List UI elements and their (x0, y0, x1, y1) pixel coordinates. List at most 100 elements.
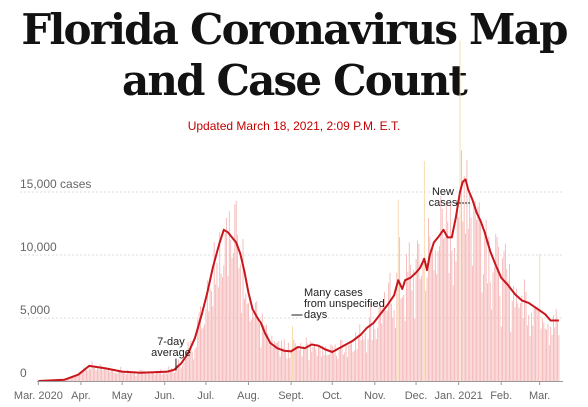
daily-bar (140, 370, 142, 381)
x-tick-label: Aug. (237, 390, 260, 402)
daily-bar (260, 347, 262, 381)
daily-bar (382, 305, 384, 381)
y-tick-label: 0 (20, 366, 27, 380)
daily-bar (542, 318, 543, 381)
daily-bar (480, 221, 482, 381)
daily-bar (208, 311, 210, 381)
daily-bar (102, 370, 104, 381)
daily-bar (120, 366, 122, 381)
daily-bar (503, 250, 505, 381)
daily-bar (437, 251, 439, 381)
daily-bar (200, 306, 201, 381)
daily-bar (506, 269, 508, 381)
daily-bar (371, 340, 373, 381)
daily-bar (517, 303, 519, 381)
daily-bar (202, 327, 204, 381)
daily-bar (296, 347, 298, 381)
daily-bar (283, 339, 285, 381)
daily-bar (256, 301, 258, 381)
daily-bar (417, 240, 418, 381)
daily-bar (331, 345, 333, 381)
daily-bar (412, 269, 414, 381)
daily-bar (103, 367, 105, 381)
daily-bar (183, 362, 185, 381)
daily-bar (157, 370, 159, 381)
page-title: Florida Coronavirus Map and Case Count (21, 5, 568, 105)
daily-bar (532, 325, 534, 381)
daily-bar (92, 367, 94, 381)
daily-bar (246, 303, 248, 381)
daily-bar (384, 292, 385, 381)
daily-bar (330, 344, 332, 381)
daily-bar (216, 262, 218, 381)
daily-bar (363, 339, 365, 381)
daily-bar (539, 253, 541, 381)
daily-bar (65, 379, 67, 381)
daily-bar (213, 241, 215, 381)
daily-bar (344, 352, 346, 381)
daily-bar (279, 356, 281, 381)
daily-bar (145, 373, 146, 381)
daily-bar (362, 335, 363, 381)
daily-bar (259, 323, 260, 381)
daily-bar (101, 366, 103, 381)
x-tick-label: Jun. (154, 390, 175, 402)
daily-bar (227, 276, 229, 381)
x-tick-label: May (112, 390, 133, 402)
daily-bar (397, 199, 399, 381)
daily-bar (548, 345, 550, 381)
daily-bar (514, 307, 516, 381)
daily-bar (351, 340, 352, 381)
daily-bar (235, 200, 237, 381)
daily-bar (471, 265, 473, 381)
daily-bar (95, 370, 97, 381)
daily-bar (83, 367, 85, 381)
daily-bar (114, 373, 116, 381)
daily-bar (449, 203, 451, 381)
daily-bar (131, 373, 133, 381)
daily-bar (173, 372, 175, 381)
daily-bar (407, 271, 409, 381)
annotation-average-text: 7-day (157, 336, 185, 348)
daily-bar (239, 264, 241, 381)
daily-bar (211, 291, 212, 381)
daily-bar (349, 341, 351, 381)
daily-bar (290, 348, 292, 381)
daily-bar (237, 234, 238, 381)
daily-bar (226, 217, 228, 381)
daily-bar (352, 352, 354, 381)
daily-bar (433, 270, 435, 381)
daily-bar (451, 250, 453, 381)
daily-bar (357, 335, 359, 381)
daily-bar (308, 360, 310, 381)
daily-bar (149, 373, 151, 381)
daily-bar (294, 343, 296, 381)
daily-bar (165, 371, 167, 381)
daily-bar (528, 314, 530, 381)
daily-bar (254, 302, 256, 381)
daily-bar (242, 239, 244, 381)
daily-bar (193, 359, 195, 381)
daily-bar (113, 372, 115, 381)
daily-bar (84, 369, 86, 381)
daily-bar (460, 150, 462, 381)
daily-bar (124, 371, 126, 381)
daily-bar (117, 369, 119, 381)
daily-bar (429, 236, 431, 381)
daily-bar (513, 286, 515, 381)
y-tick-label: 10,000 (20, 240, 57, 254)
daily-bar (346, 357, 348, 381)
daily-bar (474, 200, 476, 381)
daily-bar (278, 340, 280, 381)
daily-bar (289, 357, 291, 381)
daily-bar (341, 339, 343, 381)
daily-bar (220, 273, 222, 381)
daily-bar (521, 295, 523, 381)
daily-bar (336, 355, 337, 381)
annotation-average-text: average (151, 347, 191, 359)
daily-bar (161, 374, 163, 381)
daily-bar (537, 308, 539, 381)
daily-bar (495, 234, 497, 381)
daily-bar (86, 370, 87, 381)
